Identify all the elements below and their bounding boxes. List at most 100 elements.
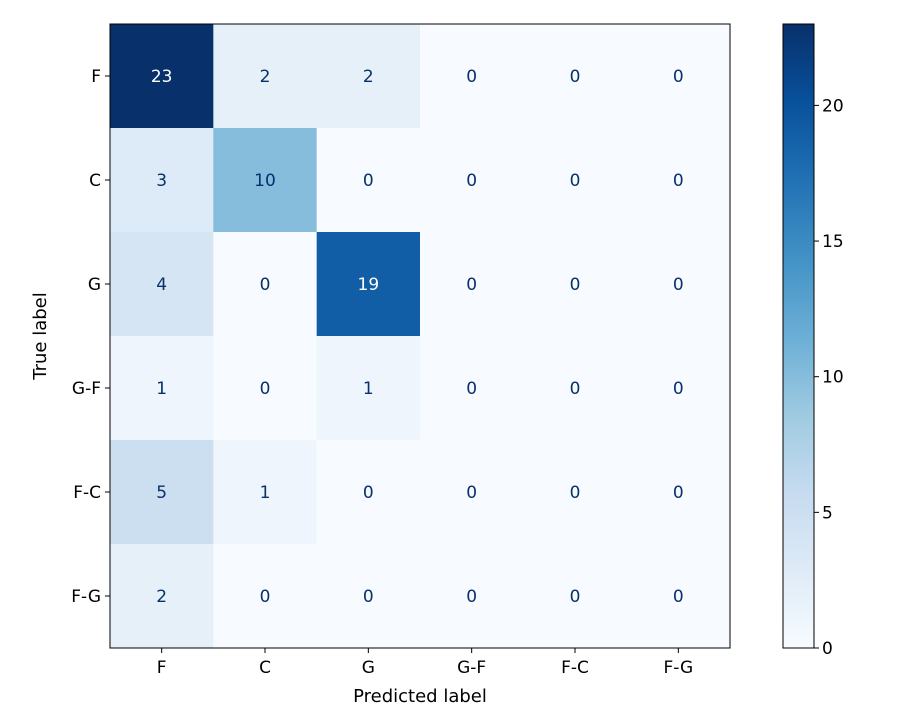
heatmap-cell: [213, 440, 318, 545]
colorbar-tick-label: 20: [822, 96, 844, 116]
cell-value-label: 0: [570, 67, 581, 87]
cell-value-label: 0: [466, 67, 477, 87]
y-tick-label: F-G: [71, 587, 101, 607]
cell-value-label: 2: [363, 67, 374, 87]
cell-value-label: 0: [673, 67, 684, 87]
x-tick-label: C: [259, 658, 271, 678]
x-tick-label: F-G: [663, 658, 693, 678]
cell-value-label: 0: [673, 275, 684, 295]
heatmap-cell: [626, 24, 731, 129]
heatmap-cell: [110, 24, 214, 129]
cell-value-label: 0: [673, 483, 684, 503]
heatmap-cell: [316, 336, 421, 441]
heatmap-cell: [213, 232, 318, 337]
cell-value-label: 23: [151, 67, 173, 87]
heatmap-cell: [420, 232, 524, 337]
y-tick-label: F-C: [73, 483, 101, 503]
y-axis-label: True label: [30, 292, 51, 381]
heatmap-cell: [213, 544, 318, 649]
cell-value-label: 2: [260, 67, 271, 87]
heatmap-cell: [110, 440, 214, 545]
heatmap-cell: [316, 544, 421, 649]
cell-value-label: 0: [466, 379, 477, 399]
cell-value-label: 10: [254, 171, 276, 191]
heatmap-cell: [420, 24, 524, 129]
cell-value-label: 0: [260, 587, 271, 607]
heatmap-cell-labels: 23 2 2 0 0 03 10 0 0 0 04 0 19 0 0 01 0 1 0 0 05 1 0 0 0 02 0 0 0 0 0: [151, 67, 684, 607]
heatmap-cell: [523, 336, 628, 441]
heatmap-cell: [626, 128, 731, 233]
cell-value-label: 0: [466, 483, 477, 503]
colorbar-tick-label: 10: [822, 368, 844, 388]
colorbar-tick-label: 15: [822, 232, 844, 252]
cell-value-label: 0: [260, 275, 271, 295]
x-tick-label: F-C: [561, 658, 589, 678]
cell-value-label: 0: [570, 171, 581, 191]
x-tick-label: G: [362, 658, 375, 678]
cell-value-label: 0: [363, 483, 374, 503]
colorbar-frame: [782, 23, 815, 649]
cell-value-label: 4: [156, 275, 167, 295]
cell-value-label: 5: [156, 483, 167, 503]
heatmap-cell: [420, 440, 524, 545]
heatmap-cell: [110, 544, 214, 649]
heatmap-cell: [213, 24, 318, 129]
cell-value-label: 0: [260, 379, 271, 399]
heatmap-cell: [110, 336, 214, 441]
colorbar-tick-label: 5: [822, 503, 833, 523]
cell-value-label: 3: [156, 171, 167, 191]
heatmap-cell: [523, 440, 628, 545]
heatmap-cell: [213, 336, 318, 441]
heatmap-cell: [213, 128, 318, 233]
colorbar: [783, 24, 814, 648]
colorbar-ticks: 0 5 10 15 20: [814, 96, 844, 659]
cell-value-label: 0: [363, 587, 374, 607]
heatmap-cell: [523, 24, 628, 129]
heatmap-cell: [420, 336, 524, 441]
heatmap-cell: [316, 440, 421, 545]
heatmap-cell: [626, 544, 731, 649]
cell-value-label: 19: [358, 275, 380, 295]
x-axis-ticks: F C G G-F F-C F-G: [157, 648, 693, 678]
heatmap-cell: [316, 232, 421, 337]
cell-value-label: 0: [673, 587, 684, 607]
heatmap-cell: [523, 232, 628, 337]
heatmap-cell: [626, 232, 731, 337]
heatmap-cell: [110, 128, 214, 233]
heatmap-cell: [420, 544, 524, 649]
heatmap-cells: [110, 24, 731, 649]
cell-value-label: 0: [673, 379, 684, 399]
cell-value-label: 0: [570, 587, 581, 607]
cell-value-label: 1: [363, 379, 374, 399]
heatmap-cell: [316, 128, 421, 233]
x-axis-label: Predicted label: [353, 686, 487, 707]
heatmap-cell: [626, 336, 731, 441]
cell-value-label: 0: [466, 587, 477, 607]
cell-value-label: 2: [156, 587, 167, 607]
cell-value-label: 0: [466, 275, 477, 295]
cell-value-label: 0: [673, 171, 684, 191]
y-tick-label: F: [91, 67, 101, 87]
colorbar-tick-label: 0: [822, 639, 833, 659]
heatmap-cell: [110, 232, 214, 337]
heatmap-cell: [523, 544, 628, 649]
cell-value-label: 0: [570, 379, 581, 399]
cell-value-label: 1: [260, 483, 271, 503]
x-tick-label: G-F: [457, 658, 486, 678]
cell-value-label: 1: [156, 379, 167, 399]
x-tick-label: F: [157, 658, 167, 678]
heatmap-cell: [523, 128, 628, 233]
heatmap-cell: [626, 440, 731, 545]
heatmap-cell: [420, 128, 524, 233]
cell-value-label: 0: [466, 171, 477, 191]
cell-value-label: 0: [570, 275, 581, 295]
y-axis-ticks: F C G G-F F-C F-G: [71, 67, 110, 607]
heatmap-cell: [316, 24, 421, 129]
cell-value-label: 0: [570, 483, 581, 503]
y-tick-label: C: [89, 171, 101, 191]
plot-frame: [109, 23, 731, 649]
y-tick-label: G-F: [72, 379, 101, 399]
y-tick-label: G: [88, 275, 101, 295]
cell-value-label: 0: [363, 171, 374, 191]
